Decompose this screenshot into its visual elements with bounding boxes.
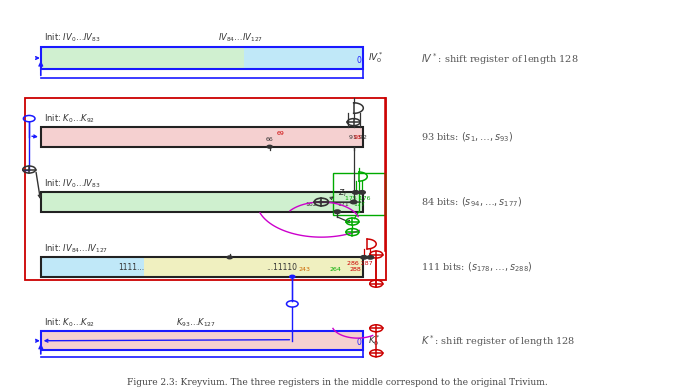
- Bar: [40, 258, 144, 277]
- Text: 0: 0: [356, 338, 361, 347]
- Text: 243: 243: [299, 267, 310, 272]
- Text: 177: 177: [354, 202, 365, 207]
- Text: 162: 162: [305, 202, 317, 207]
- Text: Figure 2.3: Kreyvium. The three registers in the middle correspond to the origin: Figure 2.3: Kreyvium. The three register…: [127, 378, 548, 387]
- Text: 91 92: 91 92: [349, 135, 367, 140]
- Text: $IV^*$: shift register of length 128: $IV^*$: shift register of length 128: [421, 51, 579, 67]
- Bar: [254, 331, 363, 350]
- Text: 84 bits: $(s_{94},\ldots,s_{177})$: 84 bits: $(s_{94},\ldots,s_{177})$: [421, 195, 522, 209]
- Bar: [40, 193, 363, 212]
- Text: $z_i$: $z_i$: [338, 187, 346, 199]
- Text: ...11110: ...11110: [267, 263, 298, 272]
- Text: 175 176: 175 176: [345, 196, 370, 201]
- Circle shape: [350, 200, 357, 204]
- Bar: [40, 47, 363, 70]
- Bar: [40, 127, 363, 147]
- Bar: [144, 258, 363, 277]
- Text: $K_{93}\ldots K_{127}$: $K_{93}\ldots K_{127}$: [176, 316, 216, 329]
- Bar: [244, 47, 363, 70]
- Circle shape: [334, 210, 340, 214]
- Text: 264: 264: [329, 267, 342, 272]
- Text: Init: $IV_0\ldots IV_{83}$: Init: $IV_0\ldots IV_{83}$: [44, 177, 101, 190]
- Text: $K_0^*$: $K_0^*$: [369, 333, 381, 348]
- Circle shape: [267, 145, 272, 148]
- Text: $IV_0^*$: $IV_0^*$: [369, 51, 384, 65]
- Text: 286 287: 286 287: [348, 261, 373, 266]
- Text: 288: 288: [350, 267, 361, 272]
- Circle shape: [360, 256, 367, 259]
- Bar: [40, 193, 363, 212]
- Text: 93: 93: [354, 135, 361, 140]
- Text: 93 bits: $(s_1,\ldots,s_{93})$: 93 bits: $(s_1,\ldots,s_{93})$: [421, 130, 514, 144]
- Text: 171: 171: [337, 202, 349, 207]
- Text: 69: 69: [276, 131, 284, 136]
- Text: 0: 0: [356, 56, 361, 65]
- Text: Init: $IV_{84}\ldots IV_{127}$: Init: $IV_{84}\ldots IV_{127}$: [44, 242, 108, 255]
- Bar: [40, 47, 244, 70]
- Circle shape: [367, 256, 374, 259]
- Text: Init: $IV_0\ldots IV_{83}$: Init: $IV_0\ldots IV_{83}$: [44, 31, 101, 44]
- Text: $K^*$: shift register of length 128: $K^*$: shift register of length 128: [421, 333, 576, 349]
- Text: 111 bits: $(s_{178},\ldots,s_{288})$: 111 bits: $(s_{178},\ldots,s_{288})$: [421, 260, 533, 274]
- Text: $IV_{84}\ldots IV_{127}$: $IV_{84}\ldots IV_{127}$: [218, 31, 263, 44]
- Text: Init: $K_0\ldots K_{92}$: Init: $K_0\ldots K_{92}$: [44, 112, 95, 125]
- Text: Init: $K_0\ldots K_{92}$: Init: $K_0\ldots K_{92}$: [44, 316, 95, 329]
- Bar: [333, 173, 385, 215]
- Circle shape: [359, 191, 365, 194]
- Bar: [40, 331, 254, 350]
- Bar: [40, 127, 363, 147]
- Circle shape: [290, 275, 295, 278]
- Bar: [25, 98, 386, 280]
- Bar: [40, 331, 363, 350]
- Bar: [40, 258, 363, 277]
- Text: 1111...: 1111...: [118, 263, 144, 272]
- Text: 66: 66: [266, 137, 273, 142]
- Circle shape: [227, 256, 232, 259]
- Circle shape: [352, 191, 359, 194]
